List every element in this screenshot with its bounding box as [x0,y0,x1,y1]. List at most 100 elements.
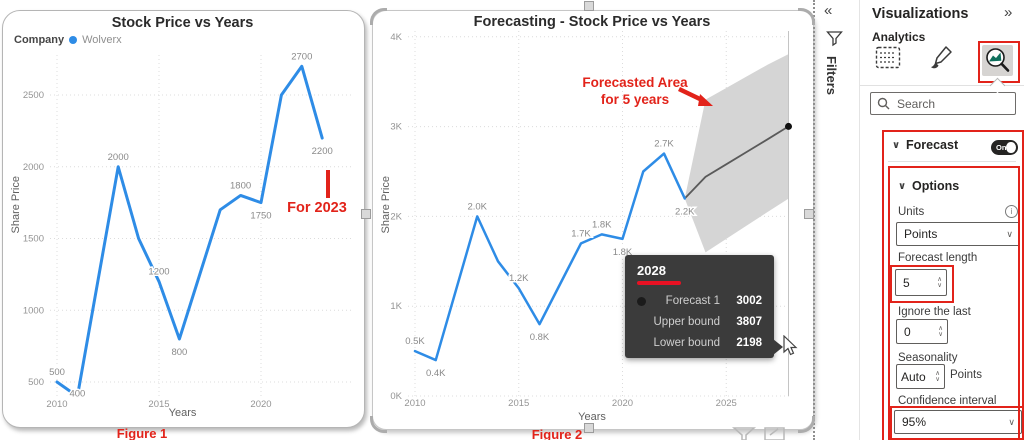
svg-text:1200: 1200 [148,267,169,278]
forecast-area-annotation-line1: Forecasted Area [582,75,688,90]
tooltip-row: Upper bound 3807 [625,312,774,333]
figure2-ylabel: Share Price [380,176,392,234]
forecast-section-header[interactable]: Forecast [906,138,959,152]
selection-handle-right[interactable] [804,209,814,219]
forecast-divider [888,161,1016,162]
figure2-xlabel: Years [578,411,606,423]
analytics-magnifier-icon [986,48,1010,72]
focus-mode-icon[interactable] [763,426,787,440]
search-icon [877,97,890,110]
options-collapse-icon[interactable]: ∨ [898,181,907,192]
series-bullet-icon [637,296,646,306]
forecast-length-label: Forecast length [898,252,978,264]
figure2-title: Forecasting - Stock Price vs Years [473,14,711,30]
mouse-cursor-icon [783,335,798,356]
units-dropdown[interactable]: Points ∨ [896,222,1020,246]
figure2-chart[interactable]: 0K 1K 2K 3K 4K 2010 2015 2020 2025 0.5K 0.4K 2.0K 1.… [372,10,812,428]
stepper-arrows[interactable]: ∧ ∨ [935,371,944,382]
svg-text:2.2K: 2.2K [675,206,695,217]
filters-pane-label[interactable]: Filters [824,56,839,96]
svg-text:2500: 2500 [23,90,44,101]
svg-text:800: 800 [171,347,187,358]
chevron-up-icon[interactable]: ∧ [938,325,943,332]
svg-text:1.2K: 1.2K [509,273,529,284]
tooltip-year: 2028 [637,263,666,278]
svg-text:2.0K: 2.0K [467,201,487,212]
pane-separator [859,0,860,440]
selection-handle-left[interactable] [361,209,371,219]
seasonality-label: Seasonality [898,352,958,364]
selection-handle-top[interactable] [584,1,594,11]
chevron-down-icon: ∨ [1008,416,1015,427]
tooltip-arrow [773,339,783,355]
tooltip-rows: Forecast 1 3002 Upper bound 3807 Lower bound… [625,291,774,354]
svg-text:2020: 2020 [250,399,271,410]
selection-handle-corner-tr[interactable] [798,8,815,25]
svg-text:1000: 1000 [23,305,44,316]
chevron-down-icon[interactable]: ∨ [937,281,942,289]
tooltip-label: Lower bound [653,337,721,349]
fields-icon [875,46,900,69]
legend-dot-icon [69,36,78,44]
for-2023-annotation: For 2023 [287,200,347,216]
chevron-up-icon[interactable]: ∧ [935,370,940,377]
svg-text:1500: 1500 [23,234,44,245]
svg-text:4K: 4K [390,32,402,43]
legend-title: Company [14,34,65,46]
expand-pane-icon[interactable]: » [1004,4,1013,21]
tooltip-value: 2198 [736,337,762,349]
svg-text:2010: 2010 [46,399,67,410]
selection-handle-bottom[interactable] [584,423,594,433]
chevron-down-icon[interactable]: ∨ [935,375,940,383]
search-input[interactable] [895,95,1004,112]
ignore-last-label: Ignore the last [898,306,971,318]
chevron-down-icon: ∨ [1006,228,1013,239]
selected-tab-caret [989,77,1006,94]
confidence-dropdown[interactable]: 95% ∨ [894,410,1022,434]
figure1-chart[interactable]: 500 1000 1500 2000 2500 2010 2015 2020 500 400 200… [2,10,363,426]
tooltip-value: 3807 [736,316,762,328]
forecast-toggle[interactable]: On [991,140,1018,155]
visualizations-pane-title: Visualizations [872,6,969,22]
options-header[interactable]: Options [912,179,960,193]
svg-text:3K: 3K [390,122,402,133]
svg-text:1K: 1K [390,301,402,312]
seasonality-stepper[interactable]: Auto ∧ ∨ [896,364,945,389]
info-icon[interactable]: i [1005,205,1018,218]
analytics-section-label: Analytics [872,30,926,44]
svg-text:2010: 2010 [404,398,425,409]
tooltip-row: Lower bound 2198 [625,333,774,354]
chevron-down-icon[interactable]: ∨ [938,330,943,338]
stepper-arrows[interactable]: ∧ ∨ [937,277,946,288]
seasonality-value: Auto [901,369,926,384]
chevron-up-icon[interactable]: ∧ [937,276,942,283]
selection-handle-corner-bl[interactable] [370,416,387,433]
svg-text:0.5K: 0.5K [405,336,425,347]
figure1-legend: Company Wolverx [14,34,122,46]
forecast-collapse-icon[interactable]: ∨ [892,140,901,151]
format-brush-icon [931,46,952,69]
tooltip-row: Forecast 1 3002 [625,291,774,312]
selection-handle-corner-br[interactable] [798,416,815,433]
filter-funnel-icon[interactable] [826,30,843,47]
tab-fields[interactable] [874,45,902,71]
svg-text:2200: 2200 [312,146,333,157]
forecast-tooltip: 2028 Forecast 1 3002 Upper bound 3807 Lower … [625,255,783,358]
stepper-arrows[interactable]: ∧ ∨ [938,326,947,337]
tab-analytics[interactable] [982,45,1013,76]
legend-series[interactable]: Wolverx [82,34,122,46]
forecast-length-stepper[interactable]: 5 ∧ ∨ [895,269,947,296]
forecast-length-value: 5 [903,275,910,290]
figure2-caption: Figure 2 [531,427,583,440]
analytics-search[interactable] [870,92,1016,115]
units-value: Points [904,227,938,241]
svg-text:1.8K: 1.8K [592,219,612,230]
collapse-filters-icon[interactable]: « [824,2,833,19]
tab-format[interactable] [926,44,954,72]
selection-handle-corner-tl[interactable] [370,8,387,25]
svg-text:2015: 2015 [148,399,169,410]
confidence-interval-label: Confidence interval [898,395,997,407]
visual-filter-icon[interactable] [731,426,757,440]
ignore-last-stepper[interactable]: 0 ∧ ∨ [896,319,948,344]
svg-text:2020: 2020 [612,398,633,409]
